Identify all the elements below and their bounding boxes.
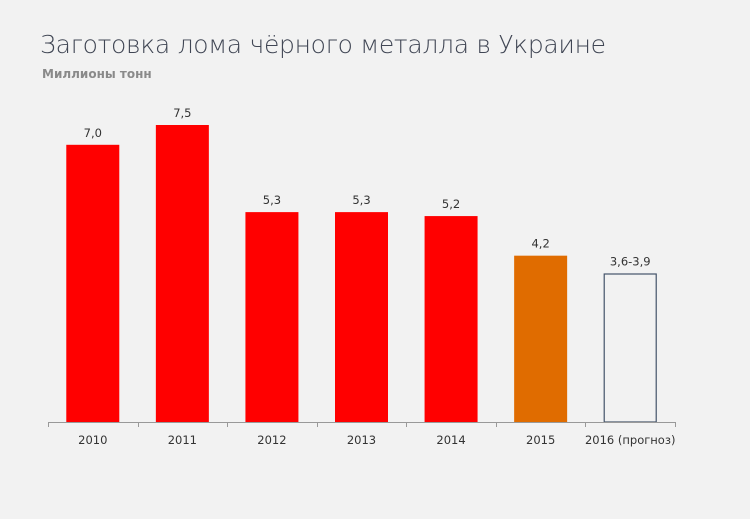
data-label: 5,3 — [263, 193, 281, 207]
bar-2015 — [514, 255, 568, 422]
x-tick-label: 2013 — [347, 433, 376, 447]
bar-2012 — [245, 212, 299, 422]
chart-title: Заготовка лома чёрного металла в Украине — [40, 30, 606, 59]
data-label: 7,0 — [84, 126, 102, 140]
x-tick-label: 2011 — [168, 433, 197, 447]
bar-2014 — [424, 216, 478, 422]
bar-2011 — [155, 125, 209, 422]
bar-2016 — [603, 273, 657, 423]
bar-2010 — [66, 144, 120, 423]
x-tick-label: 2010 — [78, 433, 107, 447]
chart-subtitle: Миллионы тонн — [42, 67, 152, 81]
x-tick-label: 2015 — [526, 433, 555, 447]
data-label: 5,3 — [352, 193, 370, 207]
x-tick-label: 2016 (прогноз) — [585, 433, 675, 447]
x-tick-label: 2012 — [257, 433, 286, 447]
x-tick-label: 2014 — [436, 433, 465, 447]
data-label: 7,5 — [173, 106, 191, 120]
bar-2013 — [335, 212, 388, 422]
data-label: 3,6-3,9 — [610, 255, 651, 269]
data-label: 4,2 — [531, 237, 549, 251]
data-label: 5,2 — [442, 197, 460, 211]
